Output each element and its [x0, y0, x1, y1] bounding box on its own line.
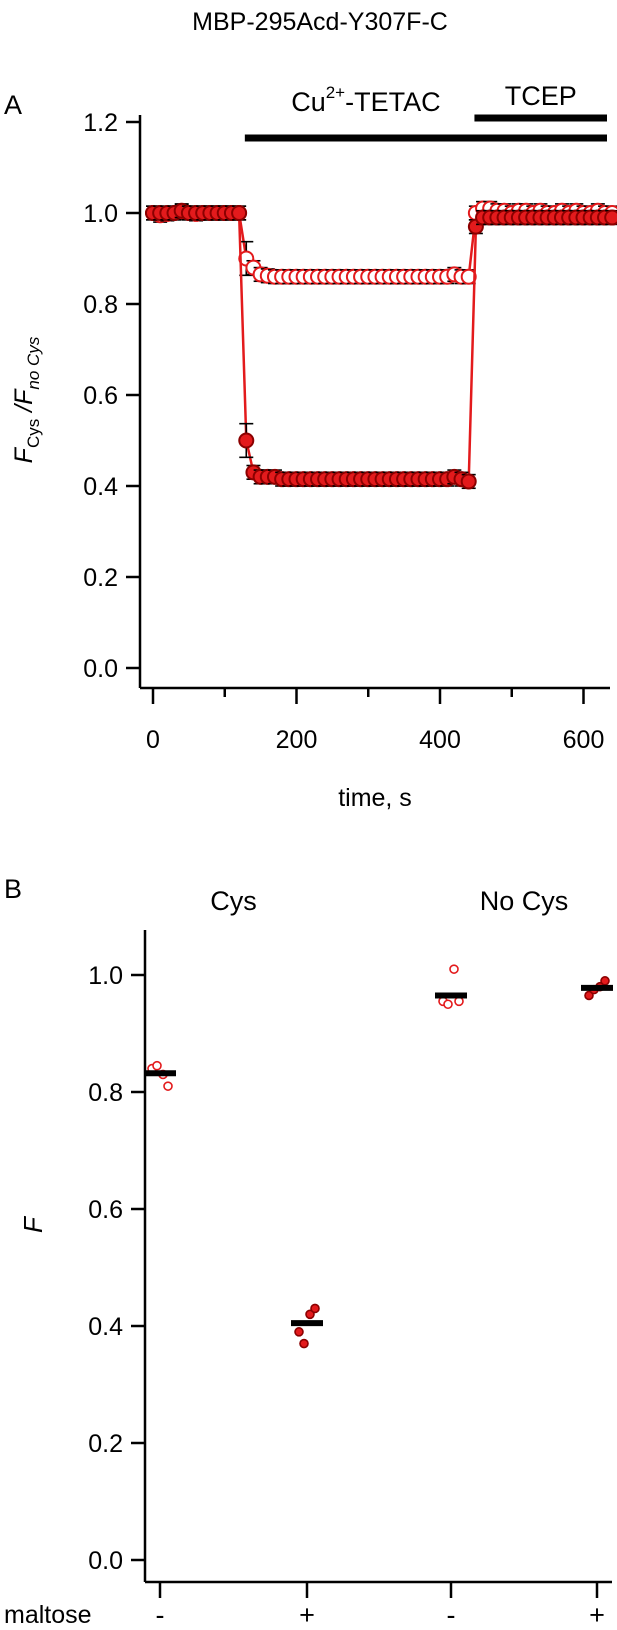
panel-b-x-tick-label: + — [589, 1600, 605, 1630]
y-label-main: F — [10, 446, 38, 463]
data-point-open — [443, 999, 453, 1010]
data-point-open — [152, 1060, 162, 1071]
panel-b-y-tick-label: 0.4 — [88, 1313, 123, 1341]
data-point-filled — [238, 432, 255, 449]
panel-a-annotations: Cu2+-TETAC TCEP — [244, 81, 607, 142]
panel-a-x-tick-label: 600 — [563, 726, 605, 754]
series-filled-line — [153, 209, 613, 484]
data-point-filled — [305, 1309, 315, 1320]
panel-b-label: B — [4, 874, 22, 904]
panel-a: A 0.0 0.2 0.4 0.6 0.8 1.0 1.2 0 200 400 600 Cu2+-T… — [4, 81, 617, 812]
panel-b-y-tick-label: 0.6 — [88, 1196, 123, 1224]
panel-a-axes: 0.0 0.2 0.4 0.6 0.8 1.0 1.2 0 200 400 600 — [83, 109, 610, 754]
data-point-open — [454, 996, 464, 1007]
panel-a-x-tick-label: 400 — [419, 726, 461, 754]
panel-a-x-axis-label: time, s — [338, 784, 412, 812]
panel-b-x-tick-label: - — [156, 1600, 165, 1630]
panel-b-y-tick-label: 0.8 — [88, 1079, 123, 1107]
data-point-filled — [584, 990, 594, 1001]
data-point-filled — [294, 1327, 304, 1337]
panel-a-label: A — [4, 90, 22, 120]
y-label-sep: /F — [10, 388, 38, 419]
data-point-filled — [600, 976, 610, 986]
panel-b-y-tick-label: 1.0 — [88, 962, 123, 990]
figure-title: MBP-295Acd-Y307F-C — [192, 8, 448, 36]
panel-b-points — [144, 964, 613, 1349]
panel-a-y-tick-label: 0.0 — [83, 655, 118, 683]
panel-a-y-tick-label: 0.2 — [83, 564, 118, 592]
panel-b: B 0.0 0.2 0.4 0.6 0.8 1.0 Cys No Cys - + - + F malt… — [4, 874, 613, 1630]
panel-a-y-tick-label: 0.8 — [83, 291, 118, 319]
panel-a-x-tick-label: 0 — [146, 726, 160, 754]
data-point-filled — [604, 209, 617, 226]
panel-b-y-axis-label: F — [18, 1215, 48, 1233]
panel-a-y-axis-label: FCys /Fno Cys — [10, 336, 43, 463]
data-point-filled — [460, 473, 477, 490]
panel-a-y-tick-label: 1.0 — [83, 200, 118, 228]
panel-b-y-tick-label: 0.0 — [88, 1547, 123, 1575]
data-point-filled — [299, 1338, 309, 1349]
y-label-sub: Cys — [24, 419, 43, 448]
panel-a-y-tick-label: 0.4 — [83, 473, 118, 501]
panel-a-series — [145, 200, 617, 490]
panel-b-x-tick-label: + — [299, 1600, 315, 1630]
panel-a-y-tick-label: 1.2 — [83, 109, 118, 137]
panel-b-group-label: No Cys — [480, 886, 569, 916]
panel-b-x-axis-title: maltose — [4, 1601, 92, 1629]
panel-b-group-label: Cys — [210, 886, 257, 916]
data-point-filled — [231, 205, 248, 221]
panel-a-y-tick-label: 0.6 — [83, 382, 118, 410]
panel-b-axes: 0.0 0.2 0.4 0.6 0.8 1.0 Cys No Cys - + - + — [88, 886, 612, 1630]
data-point-open — [163, 1081, 173, 1091]
panel-a-x-tick-label: 200 — [276, 726, 318, 754]
data-point-open — [449, 964, 459, 974]
y-label-sub2: no Cys — [24, 336, 43, 389]
panel-b-y-tick-label: 0.2 — [88, 1430, 123, 1458]
data-point-filled — [310, 1303, 320, 1314]
annotation-label: TCEP — [505, 81, 577, 111]
panel-b-x-tick-label: - — [447, 1600, 456, 1630]
annotation-label: Cu2+-TETAC — [291, 83, 440, 117]
